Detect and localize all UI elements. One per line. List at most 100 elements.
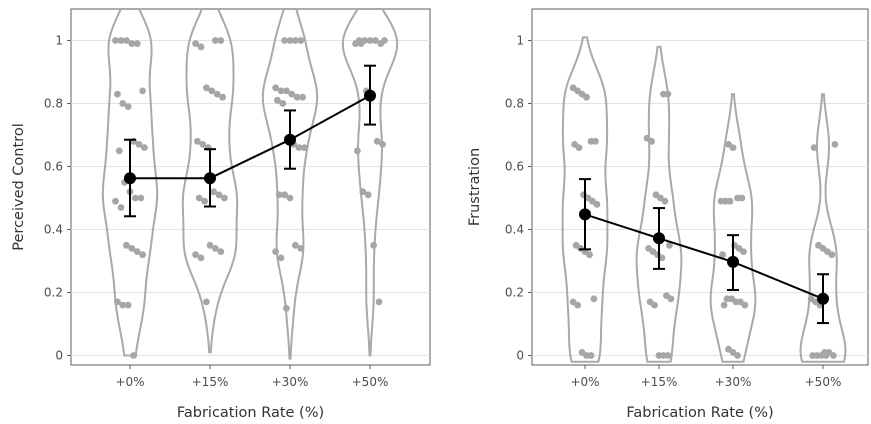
mean-ci — [579, 178, 829, 325]
data-point — [141, 144, 148, 152]
y-tick-label: 0.8 — [44, 97, 63, 111]
mean-point — [204, 172, 216, 185]
data-point — [274, 96, 281, 104]
mean-point — [579, 208, 591, 221]
y-tick-label: 1 — [516, 34, 524, 48]
data-point — [741, 301, 749, 309]
mean-point — [364, 89, 376, 102]
data-point — [272, 84, 279, 92]
y-tick-label: 0.8 — [505, 97, 524, 111]
data-point — [738, 194, 746, 202]
x-tick-label: +50% — [352, 375, 389, 389]
violins — [101, 8, 399, 360]
data-point — [192, 251, 200, 259]
data-point — [124, 301, 132, 309]
data-point — [203, 84, 210, 92]
data-point — [292, 37, 299, 44]
mean-point — [817, 292, 829, 305]
data-point — [651, 301, 658, 309]
data-point — [119, 301, 127, 309]
x-tick-label: +15% — [192, 375, 229, 389]
data-point — [372, 37, 379, 44]
data-point — [373, 137, 381, 145]
data-point — [135, 141, 143, 148]
data-point — [194, 137, 201, 145]
data-point — [199, 141, 207, 148]
data-point — [192, 40, 200, 47]
data-point — [197, 43, 205, 51]
data-point — [593, 200, 601, 208]
y-tick-label: 0.4 — [44, 223, 63, 237]
mean-line — [584, 213, 824, 300]
data-point — [810, 144, 818, 152]
data-point — [299, 93, 306, 101]
data-point — [583, 93, 590, 101]
data-point — [658, 254, 666, 262]
data-point — [197, 254, 205, 262]
data-point — [297, 245, 305, 252]
data-point — [295, 144, 303, 152]
data-point — [293, 93, 301, 101]
data-point — [212, 37, 219, 44]
data-point — [133, 40, 141, 47]
x-axis-title: Fabrication Rate (%) — [626, 405, 773, 421]
data-point — [133, 248, 141, 256]
data-point — [117, 204, 125, 211]
data-point — [112, 37, 119, 44]
y-tick-label: 0.4 — [505, 223, 524, 237]
data-point — [587, 352, 595, 359]
data-point — [210, 188, 218, 196]
data-point — [203, 298, 210, 306]
data-point — [357, 40, 365, 47]
data-point — [301, 144, 308, 152]
data-point — [667, 295, 675, 303]
data-point — [124, 103, 132, 110]
y-tick-label: 0 — [516, 349, 524, 363]
data-point — [354, 147, 361, 155]
y-tick-label: 1 — [55, 34, 63, 48]
data-point — [112, 197, 119, 205]
data-point — [201, 197, 209, 205]
data-point — [206, 241, 214, 249]
violin — [709, 93, 757, 363]
data-point — [212, 245, 219, 252]
mean-point — [727, 255, 739, 268]
data-point — [119, 100, 127, 107]
violin — [101, 8, 159, 357]
data-point — [661, 197, 669, 205]
x-tick-labels: +0% +15% +30% +50% — [570, 365, 841, 389]
data-point — [586, 251, 593, 259]
data-point — [114, 90, 121, 98]
data-point — [648, 137, 655, 145]
y-axis-title: Perceived Control — [11, 123, 27, 250]
violin — [635, 45, 683, 363]
x-tick-label: +15% — [641, 375, 678, 389]
data-point — [215, 191, 223, 199]
data-point — [592, 137, 599, 145]
data-point — [281, 191, 288, 199]
data-point — [379, 141, 386, 148]
data-point — [664, 352, 672, 359]
data-point — [740, 248, 747, 256]
data-point — [115, 147, 123, 155]
x-tick-label: +0% — [570, 375, 599, 389]
violins — [561, 36, 847, 363]
data-point — [590, 295, 598, 303]
y-tick-labels: 0 0.2 0.4 0.6 0.8 1 — [505, 34, 532, 363]
mean-point — [284, 133, 296, 146]
data-point — [195, 194, 203, 202]
data-point — [286, 37, 294, 44]
data-point — [719, 251, 726, 259]
data-point — [726, 197, 734, 205]
data-point — [213, 90, 221, 98]
violin — [799, 93, 847, 363]
data-point — [359, 188, 367, 196]
x-tick-label: +0% — [115, 375, 144, 389]
data-point — [734, 352, 741, 359]
data-point — [130, 352, 138, 359]
data-point — [375, 298, 383, 306]
data-point — [217, 248, 225, 256]
data-point — [123, 241, 130, 249]
data-point — [217, 37, 225, 44]
